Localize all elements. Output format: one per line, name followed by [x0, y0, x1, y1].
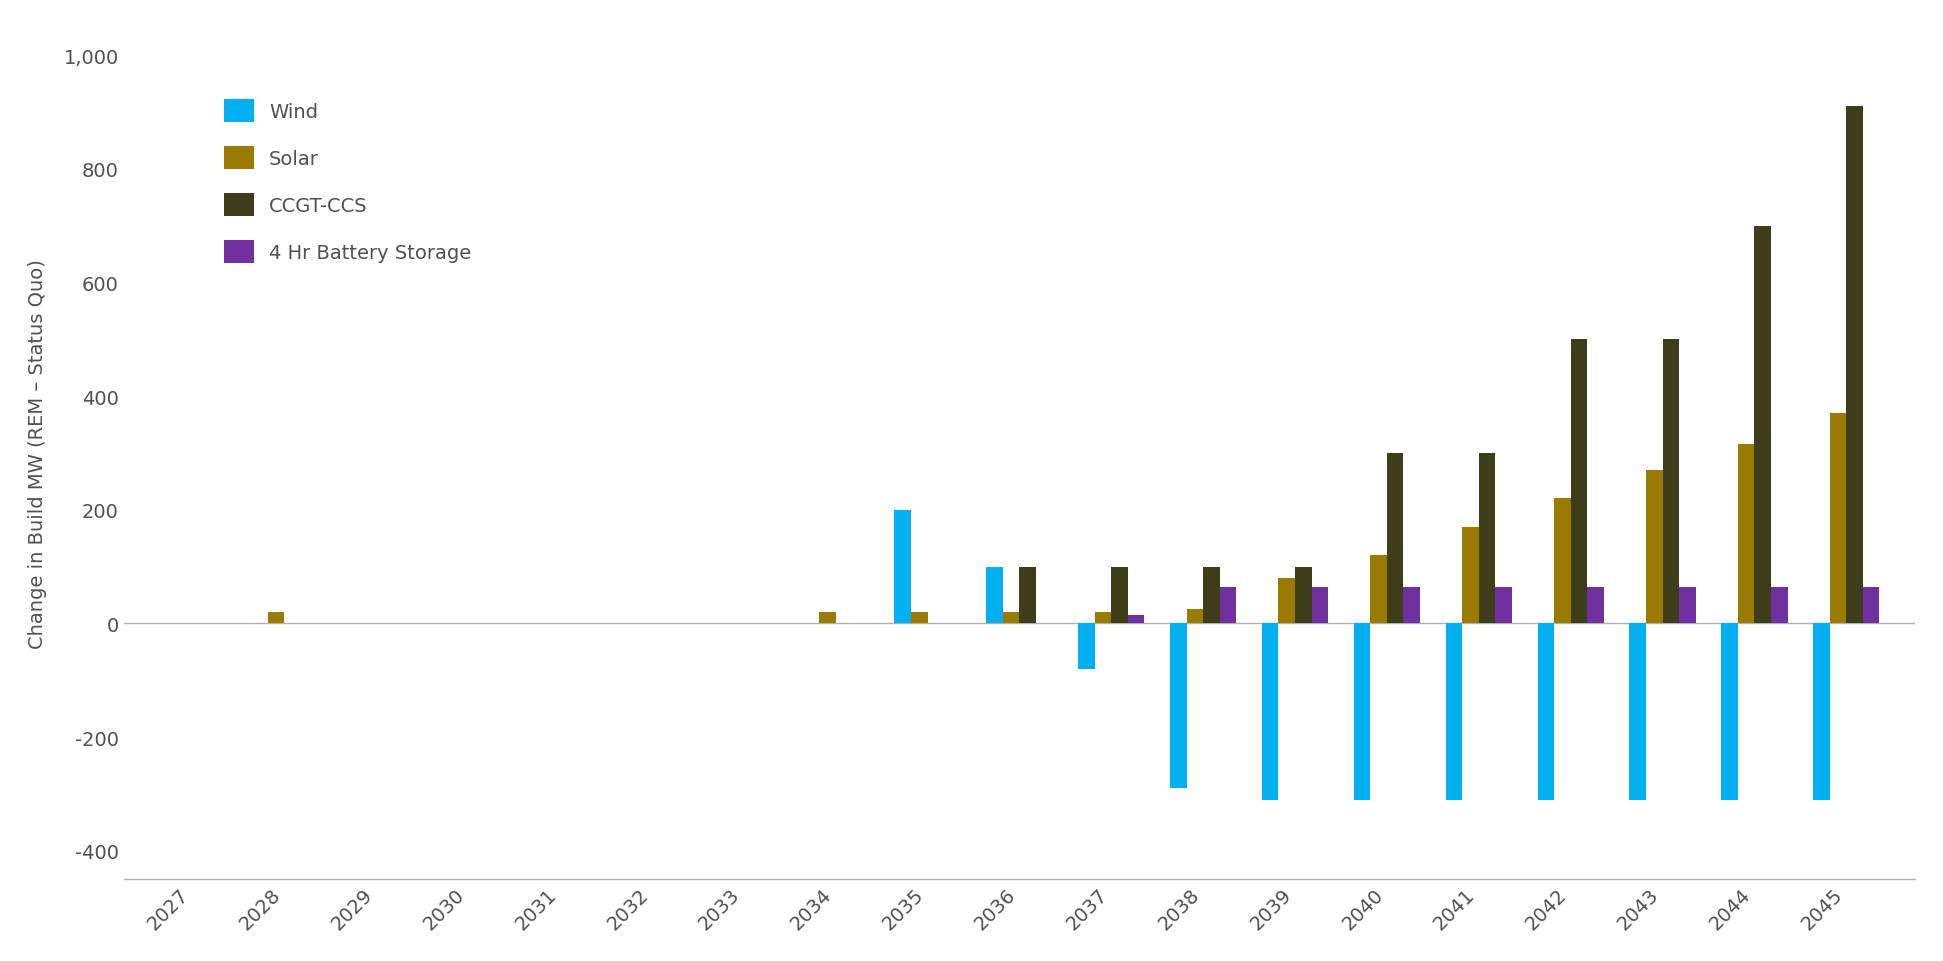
Legend: Wind, Solar, CCGT-CCS, 4 Hr Battery Storage: Wind, Solar, CCGT-CCS, 4 Hr Battery Stor… [204, 80, 492, 283]
Bar [1646, 471, 1663, 624]
Bar [1679, 587, 1696, 624]
Bar [1261, 624, 1278, 800]
Bar [268, 612, 284, 624]
Bar [1111, 567, 1127, 624]
Bar [1770, 587, 1788, 624]
Y-axis label: Change in Build MW (REM – Status Quo): Change in Build MW (REM – Status Quo) [27, 259, 47, 649]
Bar [1463, 528, 1479, 624]
Bar [1003, 612, 1020, 624]
Bar [1446, 624, 1463, 800]
Bar [987, 567, 1003, 624]
Bar [1312, 587, 1329, 624]
Bar [1220, 587, 1236, 624]
Bar [1630, 624, 1646, 800]
Bar [1830, 414, 1846, 624]
Bar [1170, 624, 1187, 788]
Bar [1078, 624, 1094, 669]
Bar [1127, 615, 1144, 624]
Bar [1403, 587, 1420, 624]
Bar [1387, 454, 1403, 624]
Bar [1663, 340, 1679, 624]
Bar [1278, 579, 1296, 624]
Bar [1554, 499, 1570, 624]
Bar [1187, 609, 1203, 624]
Bar [1863, 587, 1879, 624]
Bar [1020, 567, 1036, 624]
Bar [1370, 555, 1387, 624]
Bar [1813, 624, 1830, 800]
Bar [1479, 454, 1496, 624]
Bar [1737, 445, 1755, 624]
Bar [1846, 108, 1863, 624]
Bar [1755, 227, 1770, 624]
Bar [1296, 567, 1312, 624]
Bar [1094, 612, 1111, 624]
Bar [820, 612, 835, 624]
Bar [894, 510, 911, 624]
Bar [1570, 340, 1587, 624]
Bar [1354, 624, 1370, 800]
Bar [1721, 624, 1737, 800]
Bar [911, 612, 927, 624]
Bar [1537, 624, 1554, 800]
Bar [1587, 587, 1603, 624]
Bar [1496, 587, 1512, 624]
Bar [1203, 567, 1220, 624]
